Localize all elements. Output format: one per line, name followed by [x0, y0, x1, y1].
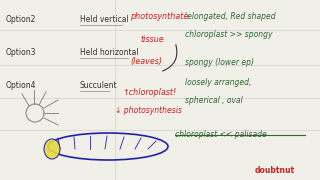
Text: ↑chloroplast!: ↑chloroplast!: [122, 88, 176, 97]
Text: doubtnut: doubtnut: [255, 166, 295, 175]
Text: (leaves): (leaves): [130, 57, 162, 66]
Text: Held vertical: Held vertical: [80, 15, 129, 24]
Ellipse shape: [44, 139, 60, 159]
Text: Option2: Option2: [6, 15, 36, 24]
Text: Option3: Option3: [6, 48, 36, 57]
Text: spherical , oval: spherical , oval: [185, 96, 243, 105]
Text: 'elongated, Red shaped: 'elongated, Red shaped: [185, 12, 276, 21]
Text: chloroplast << palisade: chloroplast << palisade: [175, 130, 267, 139]
Text: photosynthate: photosynthate: [130, 12, 188, 21]
Text: loosely arranged,: loosely arranged,: [185, 78, 252, 87]
Text: Option4: Option4: [6, 81, 36, 90]
Text: Succulent: Succulent: [80, 81, 118, 90]
Text: Held horizontal: Held horizontal: [80, 48, 139, 57]
Text: tissue: tissue: [140, 35, 164, 44]
Text: chloroplast >> spongy: chloroplast >> spongy: [185, 30, 273, 39]
Text: spongy (lower ep): spongy (lower ep): [185, 58, 254, 67]
Text: ↓ photosynthesis: ↓ photosynthesis: [115, 106, 182, 115]
